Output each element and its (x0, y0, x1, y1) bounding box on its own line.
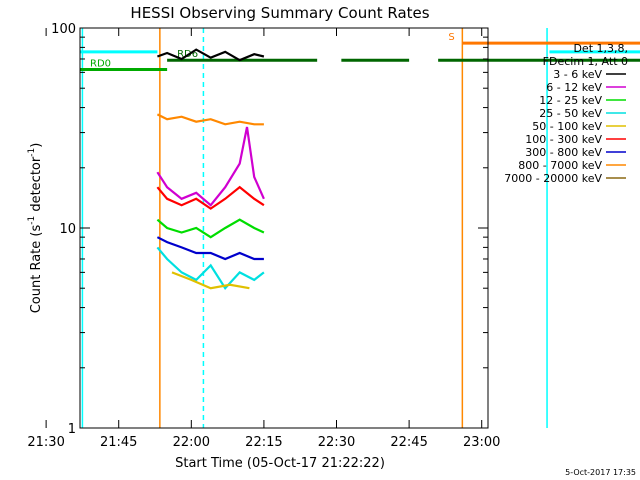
y-axis-label: Count Rate (s-1 detector-1) (27, 143, 44, 314)
series-line-3 (156, 246, 265, 290)
x-tick-label-3: 22:15 (245, 435, 282, 450)
legend-label-8: 7000 - 20000 keV (504, 172, 602, 185)
x-tick-label-0: 21:30 (27, 435, 64, 450)
series-line-1 (156, 126, 265, 207)
series-line-4 (171, 271, 250, 290)
legend-label-4: 50 - 100 keV (532, 120, 602, 133)
y-axis-label-exp-2: -1 (27, 148, 37, 157)
series-line-5 (156, 185, 265, 210)
legend-label-2: 12 - 25 keV (539, 94, 602, 107)
series-line-6 (156, 236, 264, 261)
x-tick-label-5: 22:45 (390, 435, 427, 450)
legend-header-line-1: Det 1,3,8, (573, 42, 628, 55)
y-tick-label-0: 1 (68, 422, 76, 437)
timestamp: 5-Oct-2017 17:35 (565, 468, 636, 477)
y-tick-label-1: 10 (59, 222, 76, 237)
series-line-0 (157, 48, 265, 62)
legend-label-0: 3 - 6 keV (553, 68, 602, 81)
y-axis-label-part-3: ) (29, 143, 44, 148)
series-line-7 (156, 113, 264, 126)
state-bar-label-s: S (448, 32, 454, 43)
legend-label-3: 25 - 50 keV (539, 107, 602, 120)
axis-ticks: 21:30 21:45 22:00 22:15 22:30 22:45 23:00 1 10 10… (27, 22, 500, 450)
chart-title: HESSI Observing Summary Count Rates (130, 4, 429, 22)
legend-header-line-2: FDecim 1, Att 0 (543, 55, 628, 68)
x-tick-label-2: 22:00 (173, 435, 210, 450)
legend-label-7: 800 - 7000 keV (518, 159, 602, 172)
legend-label-6: 300 - 800 keV (525, 146, 602, 159)
y-axis-label-part-2: detector (29, 156, 44, 216)
x-tick-label-6: 23:00 (463, 435, 500, 450)
state-bar-label-rd0: RD0 (90, 59, 111, 70)
y-tick-label-2: 100 (51, 22, 76, 37)
x-tick-label-1: 21:45 (100, 435, 137, 450)
x-tick-label-4: 22:30 (318, 435, 355, 450)
x-axis-label: Start Time (05-Oct-17 21:22:22) (175, 456, 385, 471)
legend-label-5: 100 - 300 keV (525, 133, 602, 146)
series-line-2 (156, 218, 265, 239)
y-axis-label-part-1: Count Rate (s (29, 225, 44, 314)
legend-label-1: 6 - 12 keV (546, 81, 602, 94)
y-axis-label-exp-1: -1 (27, 216, 37, 225)
